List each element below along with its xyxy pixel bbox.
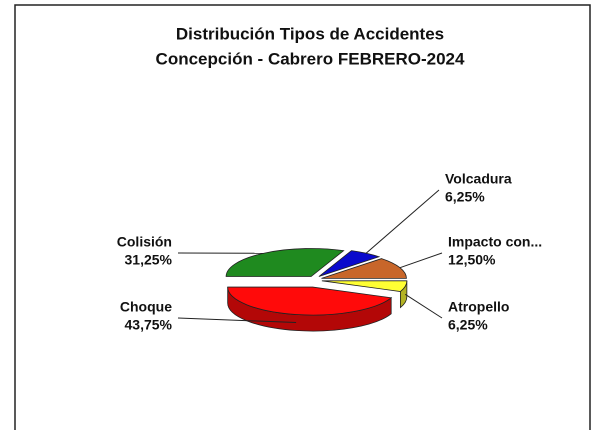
- slice-label: Atropello: [448, 299, 509, 315]
- pie-slice: [321, 258, 407, 279]
- slice-value-label: 6,25%: [445, 189, 485, 205]
- pie-slice: [227, 286, 393, 316]
- leader-line: [399, 252, 443, 269]
- slice-value-label: 43,75%: [125, 317, 173, 333]
- slice-label: Colisión: [117, 234, 172, 250]
- slice-value-label: 6,25%: [448, 317, 488, 333]
- pie-slice: [321, 280, 408, 292]
- slice-value-label: 12,50%: [448, 252, 496, 268]
- leader-line: [177, 317, 297, 324]
- chart-frame: [14, 4, 591, 430]
- leader-line: [404, 293, 443, 319]
- chart-subtitle: Concepción - Cabrero FEBRERO-2024: [156, 49, 465, 68]
- slice-label: Impacto con...: [448, 234, 542, 250]
- leader-line: [365, 189, 440, 254]
- slice-value-label: 31,25%: [125, 252, 173, 268]
- slice-label: Choque: [120, 299, 172, 315]
- pie-slice: [318, 250, 381, 277]
- chart-title: Distribución Tipos de Accidentes: [176, 24, 444, 43]
- slice-label: Volcadura: [445, 171, 512, 187]
